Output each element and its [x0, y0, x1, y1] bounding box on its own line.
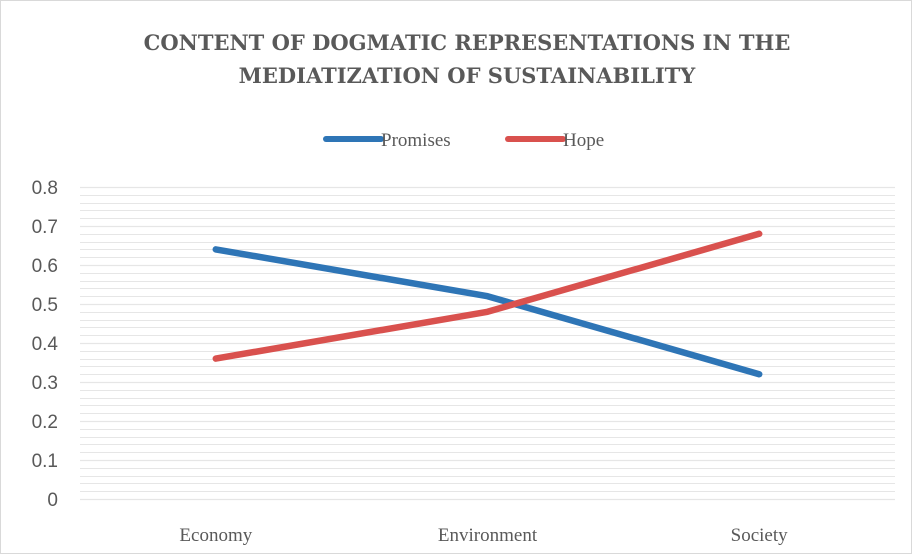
- x-category-label: Society: [731, 525, 788, 546]
- y-tick-label: 0.2: [32, 412, 58, 433]
- legend-label-hope: Hope: [563, 130, 604, 151]
- y-tick-label: 0.1: [32, 451, 58, 472]
- series-lines: [212, 230, 763, 378]
- chart-title-line-2: MEDIATIZATION OF SUSTAINABILITY: [239, 63, 697, 88]
- y-tick-label: 0.7: [32, 217, 58, 238]
- gridlines: [80, 186, 895, 501]
- y-tick-label: 0.4: [32, 334, 59, 355]
- series-line-hope: [212, 230, 763, 362]
- x-axis-category-labels: Economy Environment Society: [179, 525, 788, 546]
- x-category-label: Environment: [438, 525, 538, 546]
- y-tick-label: 0.6: [32, 256, 58, 277]
- y-tick-label: 0.3: [32, 373, 58, 394]
- chart-title-line-1: CONTENT OF DOGMATIC REPRESENTATIONS IN T…: [144, 30, 791, 55]
- y-tick-label: 0: [47, 490, 58, 511]
- y-tick-label: 0.5: [32, 295, 58, 316]
- y-axis-tick-labels: 0 0.1 0.2 0.3 0.4 0.5 0.6 0.7 0.8: [32, 178, 59, 511]
- y-tick-label: 0.8: [32, 178, 58, 199]
- x-category-label: Economy: [179, 525, 252, 546]
- legend-label-promises: Promises: [381, 130, 451, 151]
- series-line-promises: [212, 246, 763, 378]
- legend: Promises Hope: [323, 130, 604, 151]
